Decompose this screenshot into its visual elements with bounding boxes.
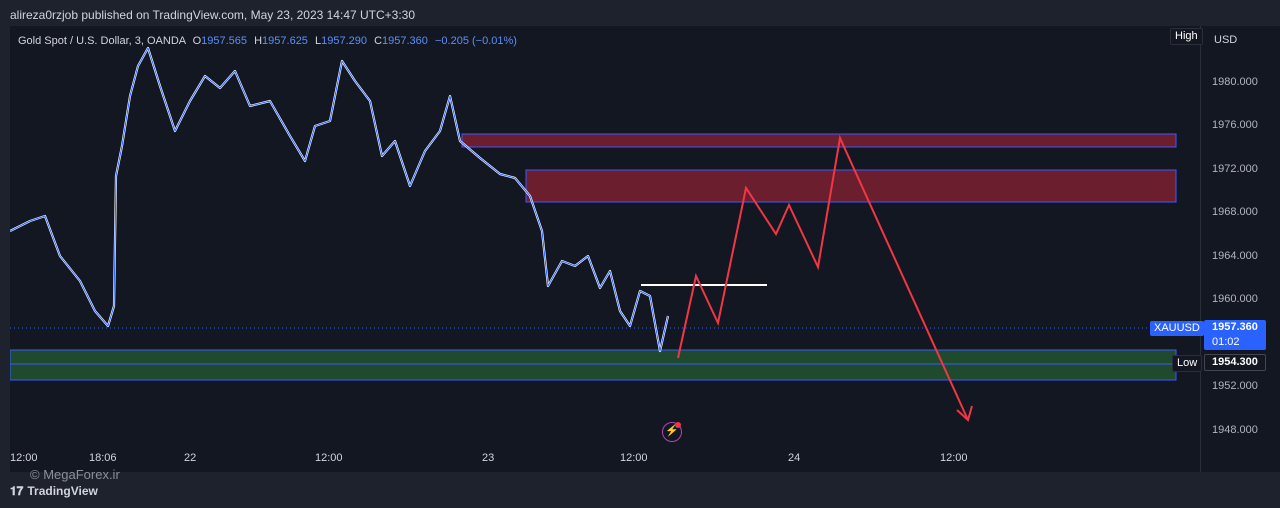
chart-pane[interactable] (10, 26, 1200, 472)
symbol-legend[interactable]: Gold Spot / U.S. Dollar, 3, OANDA O1957.… (18, 35, 521, 47)
bar-countdown: 01:02 (1212, 336, 1240, 348)
open-value: 1957.565 (201, 35, 248, 47)
time-tick: 24 (788, 452, 801, 464)
symbol-name: Gold Spot / U.S. Dollar, 3, OANDA (18, 35, 186, 47)
open-label: O (192, 35, 202, 47)
tradingview-brand[interactable]: 𝟏𝟕 TradingView (10, 484, 98, 499)
close-value: 1957.360 (382, 35, 428, 47)
projection-arrowhead (956, 405, 973, 422)
price-chart[interactable] (10, 26, 1200, 472)
low-label: L (315, 35, 322, 47)
price-tick: 1976.000 (1212, 119, 1258, 131)
change-value: −0.205 (−0.01%) (434, 35, 517, 47)
time-tick: 12:00 (620, 452, 648, 464)
low-badge: Low (1172, 355, 1203, 372)
supply-zone-lower (525, 169, 1177, 203)
high-label: H (254, 35, 263, 47)
low-value: 1957.290 (321, 35, 368, 47)
last-price-value: 1957.360 (1212, 321, 1258, 333)
time-tick: 22 (184, 452, 197, 464)
price-scale[interactable] (1200, 26, 1280, 472)
published-line: alireza0rzjob published on TradingView.c… (10, 8, 416, 22)
time-tick: 18:06 (89, 452, 117, 464)
symbol-price-tag: XAUUSD (1150, 321, 1204, 336)
brand-label: TradingView (27, 484, 98, 498)
close-label: C (374, 35, 383, 47)
watermark: © MegaForex.ir (30, 467, 120, 482)
price-tick: 1972.000 (1212, 163, 1258, 175)
lightning-alert-icon[interactable]: ⚡ (662, 422, 682, 442)
supply-zone-upper (461, 133, 1177, 148)
currency-label: USD (1214, 34, 1238, 46)
low-price-value: 1954.300 (1212, 356, 1258, 368)
high-value: 1957.625 (262, 35, 308, 47)
tradingview-logo-icon: 𝟏𝟕 (10, 484, 24, 498)
demand-zone (10, 349, 1177, 381)
price-tick: 1968.000 (1212, 206, 1258, 218)
top-bar: alireza0rzjob published on TradingView.c… (0, 0, 1280, 26)
price-tick: 1952.000 (1212, 380, 1258, 392)
time-axis[interactable]: 12:00 18:06 22 12:00 23 12:00 24 12:00 (10, 448, 1200, 472)
projection-path (677, 134, 969, 421)
price-tick: 1948.000 (1212, 424, 1258, 436)
high-badge: High (1170, 28, 1203, 45)
price-tick: 1980.000 (1212, 76, 1258, 88)
alert-badge-dot (675, 422, 681, 428)
price-series-down (10, 47, 669, 352)
price-tick: 1960.000 (1212, 293, 1258, 305)
price-tick: 1964.000 (1212, 250, 1258, 262)
time-tick: 12:00 (315, 452, 343, 464)
time-tick: 23 (482, 452, 495, 464)
time-tick: 12:00 (10, 452, 38, 464)
last-price-tag (1204, 320, 1266, 350)
time-tick: 12:00 (940, 452, 968, 464)
low-price-tag (1204, 354, 1266, 371)
